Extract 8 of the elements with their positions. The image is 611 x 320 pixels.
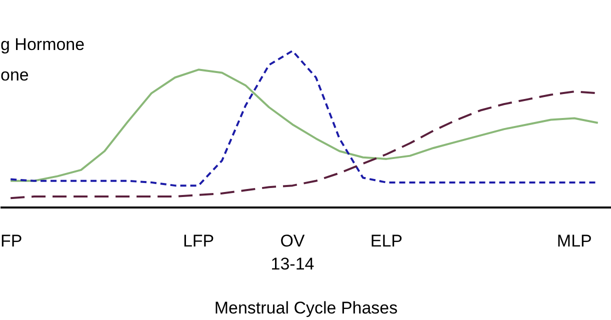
x-tick-label: FP (0, 232, 22, 250)
x-tick-label: ELP (370, 232, 403, 250)
x-tick-label: MLP (556, 232, 592, 250)
x-tick-label: LFP (182, 232, 214, 250)
x-tick-label: OV 13-14 (270, 232, 314, 274)
annotation: one (0, 65, 29, 84)
annotation: g Hormone (0, 35, 85, 54)
x-axis-title: Menstrual Cycle Phases (214, 298, 398, 318)
